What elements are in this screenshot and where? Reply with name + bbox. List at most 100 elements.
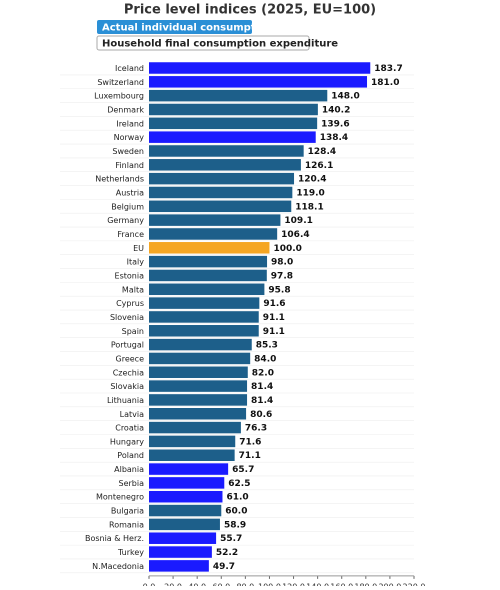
bar: [149, 62, 371, 74]
bar: [149, 228, 278, 240]
category-label: Romania: [109, 520, 144, 529]
x-tick-label: 80.0: [236, 582, 254, 586]
bar: [149, 421, 241, 434]
x-tick-label: 140.0: [306, 582, 329, 586]
x-tick-label: 180.0: [354, 582, 377, 586]
x-tick-label: 20.0: [164, 582, 182, 586]
value-label: 139.6: [321, 119, 349, 129]
value-label: 91.1: [263, 313, 285, 323]
x-tick-label: 160.0: [330, 582, 353, 586]
bar: [149, 394, 248, 406]
value-label: 109.1: [284, 216, 312, 226]
bar: [149, 518, 220, 531]
bar: [149, 269, 267, 282]
value-label: 97.8: [271, 271, 293, 281]
bar: [149, 186, 293, 199]
x-tick-label: 200.0: [378, 582, 401, 586]
value-label: 71.6: [239, 437, 261, 447]
bar: [149, 297, 260, 309]
bar: [149, 242, 270, 254]
category-label: Croatia: [115, 424, 144, 433]
category-label: Montenegro: [96, 493, 144, 502]
category-label: N.Macedonia: [92, 562, 144, 571]
value-label: 119.0: [296, 188, 324, 198]
bar: [149, 338, 252, 351]
category-label: Czechia: [113, 368, 144, 377]
bar: [149, 449, 235, 461]
value-label: 126.1: [305, 161, 333, 171]
bar: [149, 490, 223, 503]
x-tick-label: 220.0: [403, 582, 426, 586]
toggle-active[interactable]: Actual individual consumption: [97, 20, 273, 34]
category-label: Norway: [114, 133, 145, 142]
bar: [149, 463, 229, 475]
bar: [149, 352, 251, 365]
category-label: Poland: [117, 451, 144, 460]
value-label: 95.8: [268, 285, 290, 295]
bar: [149, 117, 318, 130]
category-label: Sweden: [112, 147, 144, 156]
bar: [149, 532, 217, 544]
category-label: Albania: [114, 465, 144, 474]
category-label: Greece: [116, 354, 145, 363]
value-label: 138.4: [320, 133, 348, 143]
value-label: 100.0: [273, 244, 301, 254]
value-label: 140.2: [322, 105, 350, 115]
category-label: Lithuania: [107, 396, 144, 405]
bar: [149, 172, 295, 185]
value-label: 55.7: [220, 534, 242, 544]
toggle-label[interactable]: Actual individual consumption: [102, 23, 273, 34]
x-tick-label: 0.0: [143, 582, 156, 586]
category-label: Italy: [127, 258, 145, 267]
value-label: 183.7: [374, 64, 402, 74]
value-label: 82.0: [252, 368, 274, 378]
bar: [149, 145, 304, 157]
bar: [149, 380, 248, 392]
value-label: 181.0: [371, 78, 399, 88]
value-label: 81.4: [251, 396, 273, 406]
bar: [149, 200, 292, 213]
value-label: 118.1: [295, 202, 323, 212]
category-label: Cyprus: [116, 299, 144, 308]
value-label: 98.0: [271, 258, 293, 268]
value-label: 62.5: [228, 479, 250, 489]
category-label: Bosnia & Herz.: [85, 534, 144, 543]
category-label: EU: [133, 244, 144, 253]
category-label: Latvia: [120, 410, 144, 419]
category-label: Slovakia: [110, 382, 144, 391]
category-label: Spain: [122, 327, 144, 336]
category-label: Finland: [115, 161, 144, 170]
value-label: 85.3: [256, 341, 278, 351]
bar: [149, 366, 248, 379]
value-label: 61.0: [226, 493, 248, 503]
toggle-bg[interactable]: [97, 20, 252, 34]
value-label: 128.4: [308, 147, 336, 157]
value-label: 84.0: [254, 354, 276, 364]
bar: [149, 89, 328, 102]
category-label: Belgium: [111, 202, 144, 211]
bar: [149, 477, 225, 489]
bar: [149, 325, 259, 337]
category-label: Malta: [122, 285, 144, 294]
bar: [149, 214, 281, 226]
bar: [149, 311, 259, 323]
toggle-bg[interactable]: [96, 35, 310, 51]
bar: [149, 76, 368, 88]
category-label: Estonia: [115, 271, 145, 280]
category-label: Switzerland: [97, 78, 144, 87]
value-label: 58.9: [224, 520, 246, 530]
toggle-label[interactable]: Household final consumption expenditure: [102, 39, 338, 50]
category-label: Iceland: [115, 64, 144, 73]
toggle-inactive[interactable]: Household final consumption expenditure: [96, 35, 338, 51]
bar: [149, 560, 209, 572]
bar: [149, 283, 265, 296]
value-label: 81.4: [251, 382, 273, 392]
category-label: Portugal: [111, 341, 144, 350]
category-label: Austria: [116, 188, 144, 197]
category-label: Hungary: [110, 437, 144, 446]
category-label: France: [117, 230, 144, 239]
value-label: 80.6: [250, 410, 272, 420]
bar: [149, 504, 222, 517]
category-label: Turkey: [117, 548, 144, 557]
